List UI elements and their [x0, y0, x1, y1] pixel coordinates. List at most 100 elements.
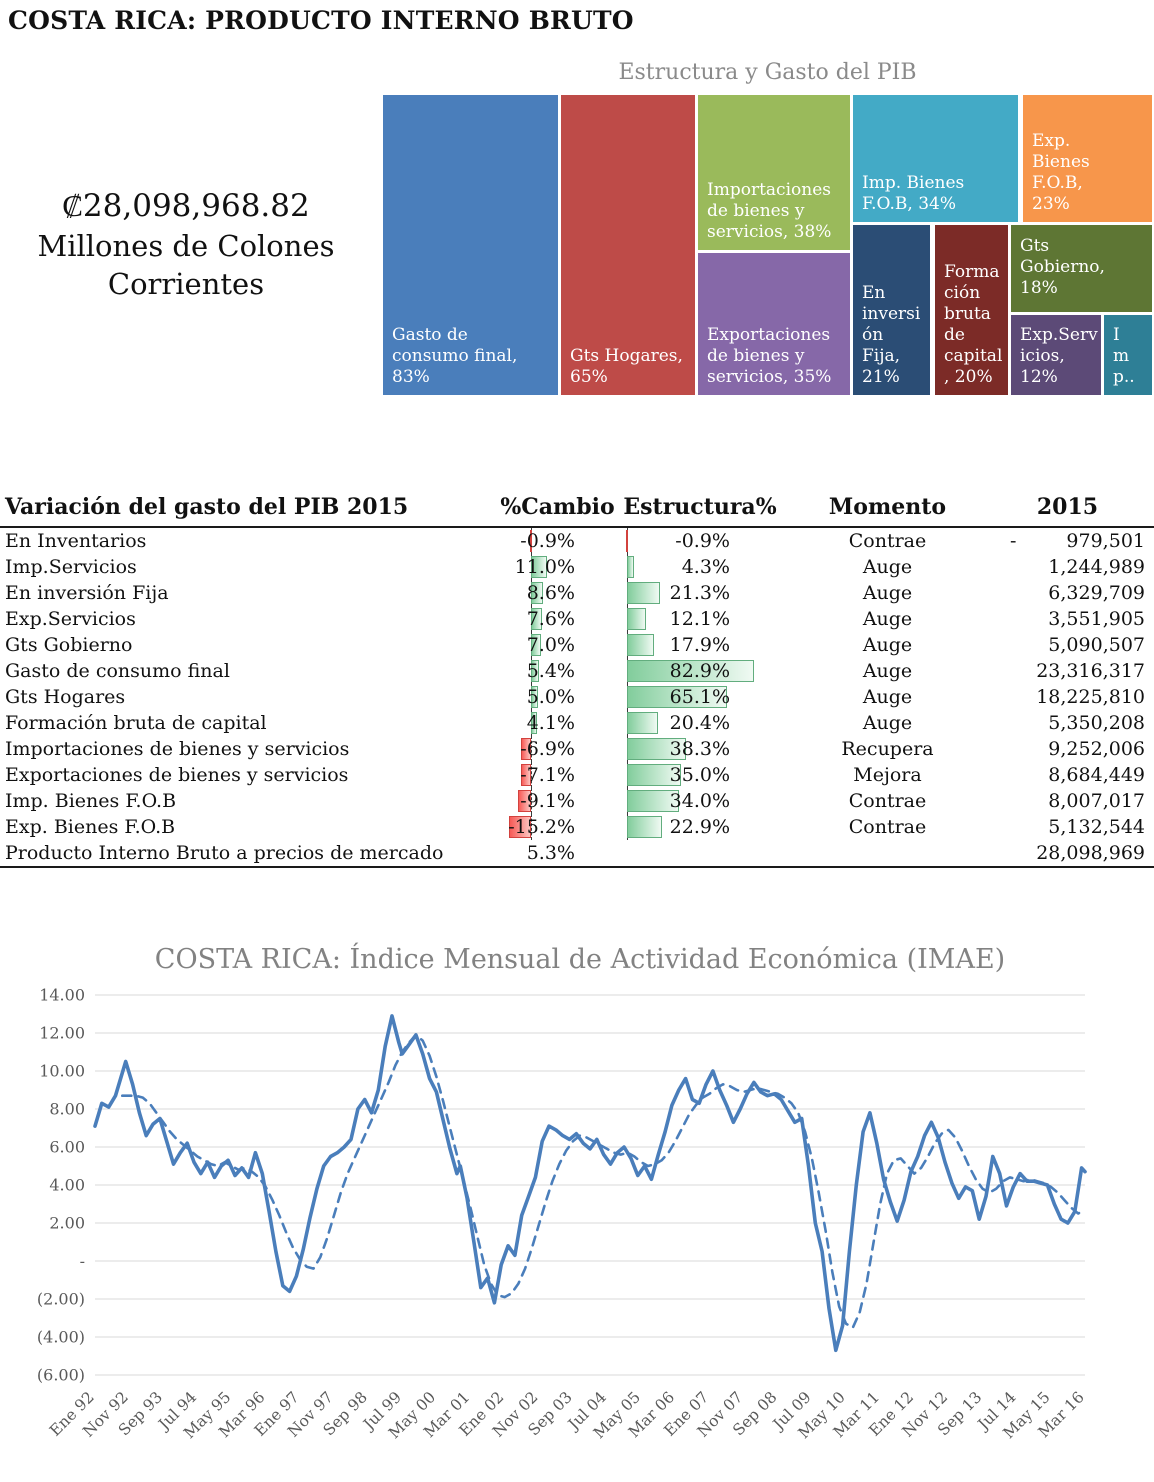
y-axis-label: 6.00 [49, 1138, 85, 1157]
year-value-cell: 9,252,006 [990, 738, 1145, 760]
table-row: En inversión Fija 8.6% 21.3% Auge 6,329,709 [0, 580, 1154, 606]
treemap-block-label: bruta [944, 303, 991, 324]
year-value: 979,501 [1066, 530, 1145, 552]
treemap-block-imp-bienes-fob[interactable]: Imp. Bienes F.O.B, 34% [853, 95, 1018, 222]
treemap-block-label: En [862, 282, 886, 303]
cambio-value: 5.4% [526, 660, 575, 682]
estructura-databar [627, 556, 634, 578]
cambio-databar [520, 738, 531, 760]
year-value-cell: 18,225,810 [990, 686, 1145, 708]
gdp-units-line1: Millones de Colones [37, 228, 335, 263]
cambio-axis [531, 736, 532, 762]
treemap-block-label: 65% [570, 366, 608, 387]
treemap-block-label: servicios, 38% [707, 221, 832, 242]
estructura-databar [627, 816, 663, 838]
estructura-value: 34.0% [669, 790, 730, 812]
cambio-cell: 7.6% [500, 606, 615, 632]
year-value: 9,252,006 [1048, 738, 1145, 760]
treemap-block-label: 83% [392, 366, 430, 387]
treemap-block-label: ón [862, 324, 884, 345]
table-row: Producto Interno Bruto a precios de merc… [0, 840, 1154, 866]
treemap-block-exp-bienes-fob[interactable]: Exp. Bienes F.O.B, 23% [1023, 95, 1152, 222]
row-label: Producto Interno Bruto a precios de merc… [5, 842, 444, 864]
year-value-cell: 5,132,544 [990, 816, 1145, 838]
treemap-block-label: 23% [1032, 193, 1070, 214]
table-title: Variación del gasto del PIB 2015 [5, 494, 409, 520]
table-row: Gasto de consumo final 5.4% 82.9% Auge 23,31… [0, 658, 1154, 684]
y-axis-label: (6.00) [37, 1366, 85, 1385]
imae-dashed-line[interactable] [121, 1033, 1087, 1329]
row-label: En inversión Fija [5, 582, 169, 604]
year-value-cell: 5,090,507 [990, 634, 1145, 656]
treemap-block-label: inversi [862, 303, 921, 324]
estructura-cell: 4.3% [615, 554, 785, 580]
momento-value: Contrae [848, 530, 927, 552]
year-value: 3,551,905 [1048, 608, 1145, 630]
estructura-cell: 38.3% [615, 736, 785, 762]
cambio-databar [531, 582, 544, 604]
treemap-block-label: de bienes y [707, 345, 805, 366]
momento-value: Auge [862, 686, 913, 708]
treemap-block-formacion-bruta-capital[interactable]: Forma ción bruta de capital, 20% [935, 225, 1008, 395]
estructura-databar [627, 712, 659, 734]
imae-title: COSTA RICA: Índice Mensual de Actividad … [154, 944, 1006, 975]
year-value-cell: 8,007,017 [990, 790, 1145, 812]
treemap-block-label: F.O.B, 34% [862, 193, 956, 214]
cambio-cell: -15.2% [500, 814, 615, 840]
cambio-databar [520, 764, 531, 786]
cambio-value: -15.2% [508, 816, 575, 838]
cambio-cell: 5.3% [500, 840, 615, 866]
momento-value: Auge [862, 608, 913, 630]
estructura-databar [627, 790, 680, 812]
cambio-axis [531, 528, 532, 554]
cambio-databar [531, 660, 539, 682]
estructura-axis [627, 528, 628, 554]
estructura-value: 17.9% [669, 634, 730, 656]
treemap-block-exp-servicios[interactable]: Exp.Serv icios, 12% [1011, 315, 1101, 395]
treemap-block-label: 21% [862, 366, 900, 387]
treemap-block-gasto-consumo-final[interactable]: Gasto de consumo final, 83% [383, 95, 558, 395]
year-value: 8,007,017 [1048, 790, 1145, 812]
cambio-value: -0.9% [520, 530, 575, 552]
momento-value: Auge [862, 582, 913, 604]
treemap-block-gts-gobierno[interactable]: Gts Gobierno, 18% [1011, 225, 1152, 312]
imae-line-chart[interactable]: 14.00 12.00 10.00 8.00 6.00 4.00 2.00 - (2.00) (4… [0, 930, 1154, 1482]
row-label: Gasto de consumo final [5, 660, 230, 682]
estructura-databar [627, 686, 727, 708]
estructura-cell: 21.3% [615, 580, 785, 606]
cambio-value: -7.1% [520, 764, 575, 786]
cambio-databar [531, 634, 542, 656]
treemap-block-label: Gts Hogares, [570, 345, 683, 366]
treemap-block-label: 12% [1020, 366, 1058, 387]
treemap-chart[interactable]: Gasto de consumo final, 83% Gts Hogares, 65%… [383, 95, 1152, 395]
year-value-cell: 6,329,709 [990, 582, 1145, 604]
estructura-cell: 82.9% [615, 658, 785, 684]
treemap-block-gts-hogares[interactable]: Gts Hogares, 65% [561, 95, 695, 395]
cambio-cell: 5.0% [500, 684, 615, 710]
treemap-block-label: Gts [1020, 235, 1050, 256]
treemap-block-exportaciones-bienes-servicios[interactable]: Exportaciones de bienes y servicios, 35% [698, 253, 850, 395]
treemap-block-importaciones-bienes-servicios[interactable]: Importaciones de bienes y servicios, 38% [698, 95, 850, 250]
treemap-block-en-inversion-fija[interactable]: En inversi ón Fija, 21% [853, 225, 930, 395]
treemap-block-label: Importaciones [707, 179, 831, 200]
y-axis-label: 12.00 [39, 1024, 85, 1043]
estructura-cell [615, 840, 785, 866]
row-label: En Inventarios [5, 530, 147, 552]
treemap-block-label: Imp. Bienes [862, 172, 965, 193]
imae-solid-line[interactable] [93, 1014, 1087, 1353]
year-value: 18,225,810 [1036, 686, 1145, 708]
cambio-value: 7.6% [526, 608, 575, 630]
y-axis-label: - [80, 1252, 85, 1271]
estructura-databar [627, 608, 646, 630]
col-header-momento: Momento [828, 494, 947, 520]
estructura-cell: -0.9% [615, 528, 785, 554]
estructura-value: 22.9% [669, 816, 730, 838]
imae-chart-area[interactable]: COSTA RICA: Índice Mensual de Actividad … [0, 930, 1154, 1482]
treemap-block-label: 18% [1020, 278, 1058, 299]
year-value: 1,244,989 [1048, 556, 1145, 578]
treemap-block-label: , 20% [944, 366, 993, 387]
treemap-block-label: F.O.B, [1032, 172, 1083, 193]
year-value-cell: 23,316,317 [990, 660, 1145, 682]
